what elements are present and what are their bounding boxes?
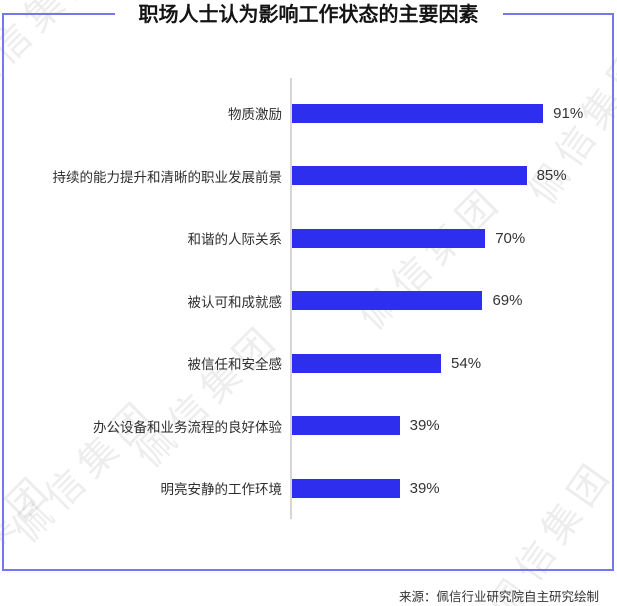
bar-row: 持续的能力提升和清晰的职业发展前景 85% xyxy=(0,145,617,208)
bar-row: 办公设备和业务流程的良好体验 39% xyxy=(0,395,617,458)
bar-track: 70% xyxy=(292,228,526,248)
category-label: 被认可和成就感 xyxy=(187,294,283,310)
bar xyxy=(292,353,442,373)
category-label: 被信任和安全感 xyxy=(187,357,283,373)
category-label: 持续的能力提升和清晰的职业发展前景 xyxy=(52,169,283,185)
category-label: 办公设备和业务流程的良好体验 xyxy=(93,419,282,435)
bar-rows: 物质激励 91% 持续的能力提升和清晰的职业发展前景 85% 和谐的人际关系 70% 被认可… xyxy=(0,82,617,520)
bar-row: 和谐的人际关系 70% xyxy=(0,207,617,270)
bar-track: 85% xyxy=(292,166,567,186)
value-label: 54% xyxy=(451,354,482,372)
bar-track: 39% xyxy=(292,416,440,436)
value-label: 85% xyxy=(536,167,567,185)
bar xyxy=(292,228,486,248)
bar xyxy=(292,103,544,123)
bar-track: 39% xyxy=(292,478,440,498)
bar-row: 被信任和安全感 54% xyxy=(0,332,617,395)
bar-chart: 物质激励 91% 持续的能力提升和清晰的职业发展前景 85% 和谐的人际关系 70% 被认可… xyxy=(0,78,617,520)
category-label: 明亮安静的工作环境 xyxy=(160,482,283,498)
bar-row: 被认可和成就感 69% xyxy=(0,270,617,333)
bar-row: 物质激励 91% xyxy=(0,82,617,145)
bar xyxy=(292,291,483,311)
source-note: 来源：佩信行业研究院自主研究绘制 xyxy=(398,590,599,604)
bar xyxy=(292,166,527,186)
category-label: 和谐的人际关系 xyxy=(187,232,283,248)
value-label: 39% xyxy=(409,479,440,497)
axis-line xyxy=(290,78,292,519)
bar xyxy=(292,416,400,436)
bar-track: 54% xyxy=(292,353,482,373)
bar-track: 91% xyxy=(292,103,584,123)
chart-title: 职场人士认为影响工作状态的主要因素 xyxy=(114,1,503,29)
value-label: 91% xyxy=(553,104,584,122)
category-label: 物质激励 xyxy=(228,107,282,123)
bar xyxy=(292,478,400,498)
value-label: 69% xyxy=(492,292,523,310)
bar-row: 明亮安静的工作环境 39% xyxy=(0,457,617,520)
value-label: 39% xyxy=(409,417,440,435)
value-label: 70% xyxy=(495,229,526,247)
bar-track: 69% xyxy=(292,291,523,311)
